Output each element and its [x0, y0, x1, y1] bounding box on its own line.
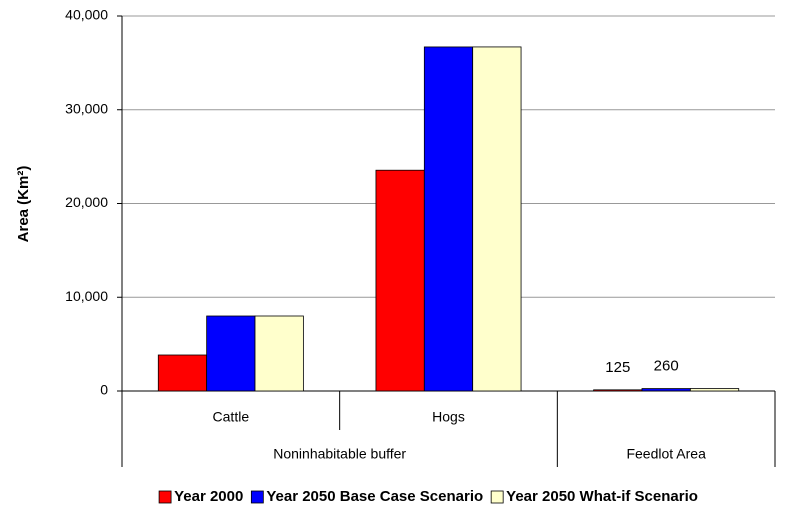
bar	[254, 315, 304, 392]
bar	[641, 388, 691, 392]
legend-label: Year 2050 Base Case Scenario	[266, 488, 483, 505]
bar	[689, 388, 740, 392]
y-tick-label: 10,000	[65, 288, 108, 304]
bar	[472, 46, 522, 392]
y-tick-label: 0	[100, 382, 108, 398]
y-axis-label: Area (Km²)	[15, 166, 32, 243]
legend-swatch	[250, 490, 264, 504]
legend-label: Year 2000	[174, 488, 243, 505]
group-label: Noninhabitable buffer	[273, 446, 406, 462]
y-tick-label: 40,000	[65, 7, 108, 23]
bar	[593, 389, 643, 392]
legend-swatch	[158, 490, 172, 504]
x-tick-label: Cattle	[213, 409, 250, 425]
group-label: Feedlot Area	[626, 446, 706, 462]
bar	[206, 315, 256, 392]
legend-swatch	[490, 490, 504, 504]
bar	[157, 354, 208, 392]
y-tick-label: 30,000	[65, 100, 108, 116]
legend-label: Year 2050 What-if Scenario	[506, 488, 698, 505]
data-label: 260	[654, 358, 679, 375]
bar	[423, 46, 474, 392]
y-tick-label: 20,000	[65, 194, 108, 210]
bar	[375, 169, 425, 392]
data-label: 125	[605, 359, 630, 376]
x-tick-label: Hogs	[432, 409, 465, 425]
